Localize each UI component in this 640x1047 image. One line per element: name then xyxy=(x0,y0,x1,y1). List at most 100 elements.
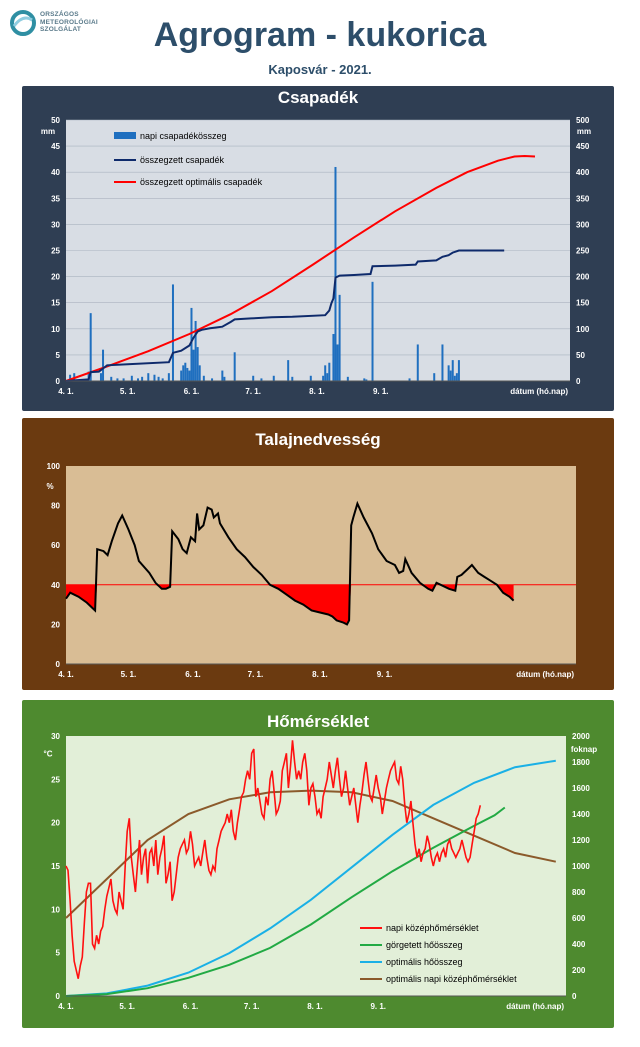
precip-bar xyxy=(334,166,337,381)
y-tick-left: 25 xyxy=(51,247,60,256)
soil-moisture-line xyxy=(65,500,515,626)
precip-bar xyxy=(408,378,411,381)
x-tick: 9. 1. xyxy=(370,1002,386,1011)
y-tick: 100 xyxy=(47,462,61,471)
precip-bar xyxy=(116,378,119,381)
precip-bar xyxy=(328,362,331,381)
precip-bar xyxy=(252,375,255,381)
precip-bar xyxy=(309,375,312,381)
y-tick-left: 5 xyxy=(56,949,61,958)
y-tick: 20 xyxy=(51,620,60,629)
x-tick: 8. 1. xyxy=(309,387,325,396)
precip-bar xyxy=(147,373,150,381)
plot-area xyxy=(66,466,576,664)
y-tick-left: 15 xyxy=(51,862,60,871)
precip-bar xyxy=(447,365,450,381)
precipitation-chart: 0510152025303540455005010015020025030035… xyxy=(22,86,614,411)
x-tick: 7. 1. xyxy=(245,387,261,396)
cumulative-heat-sum-line xyxy=(65,806,506,997)
deficit-area xyxy=(66,584,514,625)
optimal-heat-sum-line xyxy=(65,759,556,997)
precip-bar xyxy=(153,374,156,381)
logo-line-2: METEOROLÓGIAI xyxy=(40,18,98,26)
precipitation-title: Csapadék xyxy=(277,88,359,107)
x-tick: 5. 1. xyxy=(121,670,137,679)
precip-bar xyxy=(194,320,197,381)
y-tick-right: 100 xyxy=(576,325,590,334)
logo-text: ORSZÁGOS METEOROLÓGIAI SZOLGÁLAT xyxy=(40,11,98,34)
precip-bar xyxy=(180,370,183,381)
precip-bar xyxy=(89,313,92,381)
precip-bar xyxy=(190,307,193,381)
y-tick-left: 10 xyxy=(51,905,60,914)
precip-bar xyxy=(202,375,205,381)
precip-bar xyxy=(233,352,236,381)
precip-bar xyxy=(336,344,339,381)
x-tick: 7. 1. xyxy=(244,1002,260,1011)
precip-bar xyxy=(141,376,144,381)
precip-bar xyxy=(110,376,113,381)
precip-bar xyxy=(102,349,105,381)
precip-bar xyxy=(211,378,214,381)
y-tick-left: 5 xyxy=(56,351,61,360)
y-tick-right: 1800 xyxy=(572,758,590,767)
y-tick-left: 0 xyxy=(56,992,61,1001)
precip-bar xyxy=(453,375,456,381)
y-tick-right: 2000 xyxy=(572,732,590,741)
precip-bar xyxy=(137,378,139,381)
y-tick-right: 50 xyxy=(576,351,585,360)
precip-bar xyxy=(171,284,174,381)
y-tick-right: 800 xyxy=(572,888,586,897)
temperature-panel: 0 5 10 15 20 25 30 0 200 400 600 800 1000 1200 1400 160… xyxy=(22,700,614,1028)
y-tick-right: 300 xyxy=(576,220,590,229)
y-tick-right: 150 xyxy=(576,299,590,308)
temperature-chart: 0 5 10 15 20 25 30 0 200 400 600 800 1000 1200 1400 160… xyxy=(22,700,614,1028)
precip-bar xyxy=(184,362,187,381)
legend-label: összegzett optimális csapadék xyxy=(140,177,263,187)
y-unit: % xyxy=(46,482,53,491)
x-tick: 8. 1. xyxy=(307,1002,323,1011)
legend-label: optimális napi középhőmérséklet xyxy=(386,974,517,984)
precip-bar xyxy=(99,373,102,381)
precip-bar xyxy=(365,379,368,381)
precip-bar xyxy=(455,373,458,381)
precip-bar xyxy=(260,378,263,381)
y-tick-right: 0 xyxy=(572,992,577,1001)
x-tick: 7. 1. xyxy=(248,670,264,679)
logo-line-1: ORSZÁGOS xyxy=(40,11,79,18)
x-tick: 9. 1. xyxy=(377,670,393,679)
y-tick: 40 xyxy=(51,581,60,590)
precip-bar xyxy=(433,373,436,381)
legend-label: napi csapadékösszeg xyxy=(140,131,227,141)
soil-moisture-chart: 0 20 40 60 80 100% 4. 1. 5. 1. 6. 1. 7. 1. 8. 1. 9.… xyxy=(22,418,614,690)
y-tick-right: 200 xyxy=(572,966,586,975)
precip-bar xyxy=(322,375,325,381)
y-tick-left: 30 xyxy=(51,220,60,229)
y-unit-right: mm xyxy=(577,127,591,136)
y-tick-right: 200 xyxy=(576,273,590,282)
y-tick-left: 0 xyxy=(56,377,61,386)
precip-bar xyxy=(291,376,294,381)
precip-bar xyxy=(416,344,419,381)
y-unit-left: °C xyxy=(44,749,53,758)
y-tick-right: 600 xyxy=(572,914,586,923)
precip-bar xyxy=(122,378,125,381)
optimal-cumulative-line xyxy=(65,154,536,382)
y-tick-right: 1400 xyxy=(572,810,590,819)
precip-bar xyxy=(188,370,191,381)
y-tick-right: 350 xyxy=(576,194,590,203)
temperature-title: Hőmérséklet xyxy=(266,712,370,731)
legend-label: napi középhőmérséklet xyxy=(386,923,479,933)
x-tick: 4. 1. xyxy=(58,387,74,396)
y-tick-right: 250 xyxy=(576,247,590,256)
precip-bar xyxy=(441,344,444,381)
y-tick: 80 xyxy=(51,502,60,511)
x-tick: 5. 1. xyxy=(120,387,136,396)
soil-moisture-panel: 0 20 40 60 80 100% 4. 1. 5. 1. 6. 1. 7. 1. 8. 1. 9.… xyxy=(22,418,614,690)
y-tick-left: 45 xyxy=(51,142,60,151)
page-subtitle: Kaposvár - 2021. xyxy=(268,62,372,77)
x-tick: 4. 1. xyxy=(58,1002,74,1011)
precip-bar xyxy=(167,373,170,381)
precip-bar xyxy=(182,365,185,381)
precip-bar xyxy=(198,365,201,381)
